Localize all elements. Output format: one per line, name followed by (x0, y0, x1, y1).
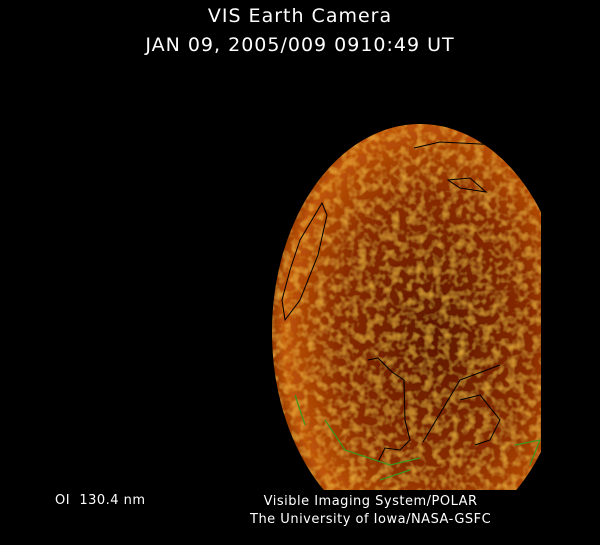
coastline-north (413, 141, 516, 193)
earth-disk (272, 124, 541, 490)
credit-line-2: The University of Iowa/NASA-GSFC (250, 512, 492, 527)
wavelength-label: OI 130.4 nm (55, 493, 146, 508)
coastline-terminator (294, 394, 541, 481)
credit-line-1: Visible Imaging System/POLAR (263, 494, 478, 509)
image-title: VIS Earth Camera (207, 5, 393, 27)
coastline-europe-asia (367, 357, 501, 463)
coastline-greenland (281, 201, 328, 322)
credit-label: Visible Imaging System/POLAR The Univers… (250, 493, 491, 529)
image-timestamp: JAN 09, 2005/009 0910:49 UT (145, 34, 455, 56)
